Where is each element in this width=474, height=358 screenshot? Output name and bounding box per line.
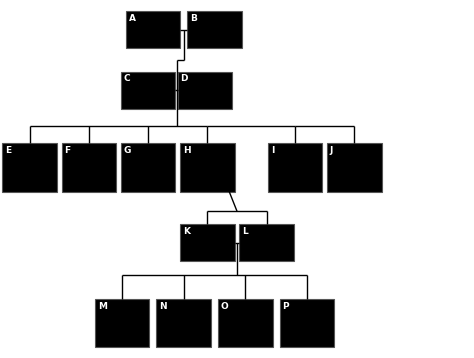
Text: D: D: [181, 74, 188, 83]
Text: L: L: [242, 227, 248, 236]
Text: M: M: [98, 302, 107, 311]
Text: J: J: [330, 146, 333, 155]
Text: N: N: [159, 302, 167, 311]
Bar: [218, 299, 273, 347]
Text: B: B: [190, 14, 197, 23]
Bar: [156, 299, 211, 347]
Text: E: E: [5, 146, 11, 155]
Bar: [2, 143, 57, 192]
Text: O: O: [221, 302, 228, 311]
Bar: [280, 299, 334, 347]
Bar: [239, 224, 294, 261]
Text: F: F: [64, 146, 71, 155]
Bar: [178, 72, 232, 109]
Bar: [121, 143, 175, 192]
Bar: [121, 72, 175, 109]
Bar: [180, 143, 235, 192]
Bar: [268, 143, 322, 192]
Bar: [126, 11, 180, 48]
Text: C: C: [124, 74, 130, 83]
Bar: [327, 143, 382, 192]
Text: A: A: [128, 14, 136, 23]
Bar: [95, 299, 149, 347]
Text: K: K: [183, 227, 190, 236]
Text: P: P: [283, 302, 289, 311]
Bar: [180, 224, 235, 261]
Text: G: G: [124, 146, 131, 155]
Bar: [187, 11, 242, 48]
Text: I: I: [271, 146, 274, 155]
Bar: [62, 143, 116, 192]
Text: H: H: [183, 146, 191, 155]
